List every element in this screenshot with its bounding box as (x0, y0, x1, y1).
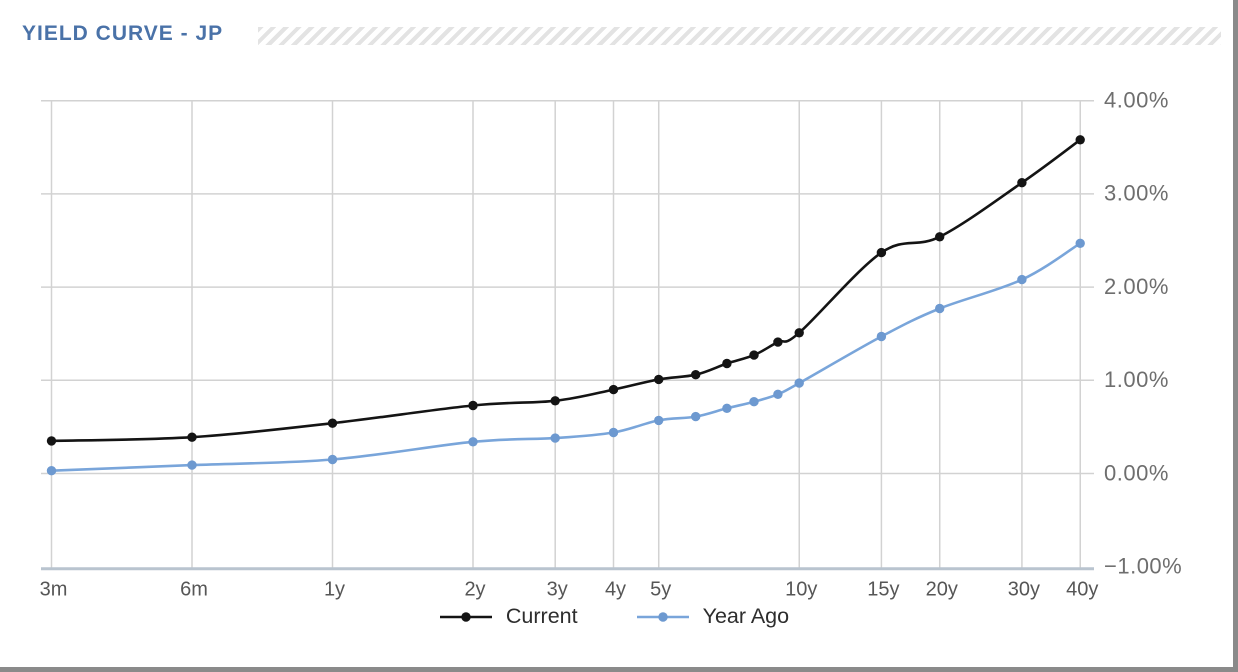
data-point-year-ago (327, 454, 338, 465)
data-point-year-ago (608, 427, 619, 438)
x-axis-tick-label: 5y (650, 578, 671, 600)
panel-title: YIELD CURVE - JP (22, 22, 224, 45)
data-point-current (1017, 178, 1027, 188)
data-point-current (1075, 135, 1085, 145)
x-axis-tick-label: 30y (1008, 578, 1040, 600)
data-point-current (654, 374, 664, 385)
data-point-current (550, 396, 560, 406)
y-axis-tick-label: 2.00% (1104, 274, 1169, 299)
data-point-current (794, 328, 804, 338)
y-axis-tick-label: −1.00% (1104, 554, 1182, 579)
legend-marker-current (439, 611, 492, 622)
legend-item-current[interactable]: Current (439, 604, 578, 629)
chart-legend: Current Year Ago (0, 604, 1228, 629)
data-point-current (935, 232, 945, 242)
header-hatch-decoration (258, 27, 1221, 45)
x-axis-tick-label: 3m (40, 578, 68, 600)
data-point-year-ago (1075, 238, 1085, 248)
x-axis-tick-label: 10y (785, 578, 817, 600)
window-border-bottom (0, 667, 1238, 672)
legend-marker-year-ago (636, 611, 689, 622)
window-border-right (1233, 0, 1238, 672)
data-point-year-ago (654, 415, 664, 426)
data-point-year-ago (468, 437, 478, 447)
x-axis-tick-label: 4y (605, 578, 626, 600)
x-axis-tick-label: 1y (324, 578, 345, 600)
data-point-current (876, 247, 887, 258)
data-point-year-ago (794, 378, 804, 388)
x-axis-tick-label: 2y (464, 578, 485, 600)
legend-label-current: Current (505, 604, 578, 628)
y-axis-tick-label: 3.00% (1104, 181, 1169, 206)
data-point-year-ago (187, 460, 197, 470)
data-point-current (749, 350, 759, 360)
y-axis-tick-label: 4.00% (1104, 88, 1169, 113)
data-point-current (773, 337, 783, 347)
data-point-current (608, 384, 619, 395)
y-axis-tick-label: 0.00% (1104, 460, 1169, 485)
data-point-year-ago (722, 403, 732, 413)
data-point-current (691, 370, 701, 380)
data-point-current (468, 400, 478, 411)
x-axis-tick-label: 15y (867, 578, 899, 600)
data-point-year-ago (691, 411, 701, 422)
data-point-year-ago (749, 397, 759, 407)
data-point-year-ago (876, 331, 887, 342)
series-line-current (50, 138, 1082, 443)
data-point-year-ago (550, 433, 560, 443)
y-axis-tick-label: 1.00% (1104, 367, 1169, 392)
data-point-current (327, 418, 338, 428)
x-axis-tick-label: 20y (926, 578, 958, 600)
x-axis-tick-label: 40y (1066, 578, 1098, 600)
legend-item-year-ago[interactable]: Year Ago (636, 604, 789, 629)
data-point-current (722, 358, 732, 369)
data-point-current (187, 432, 197, 442)
data-point-year-ago (1017, 274, 1027, 285)
data-point-year-ago (935, 303, 945, 314)
data-point-year-ago (46, 466, 57, 476)
data-point-current (46, 436, 57, 446)
legend-label-year-ago: Year Ago (702, 604, 790, 628)
x-axis-tick-label: 6m (180, 578, 208, 600)
data-point-year-ago (773, 389, 783, 399)
x-axis-tick-label: 3y (547, 578, 568, 600)
